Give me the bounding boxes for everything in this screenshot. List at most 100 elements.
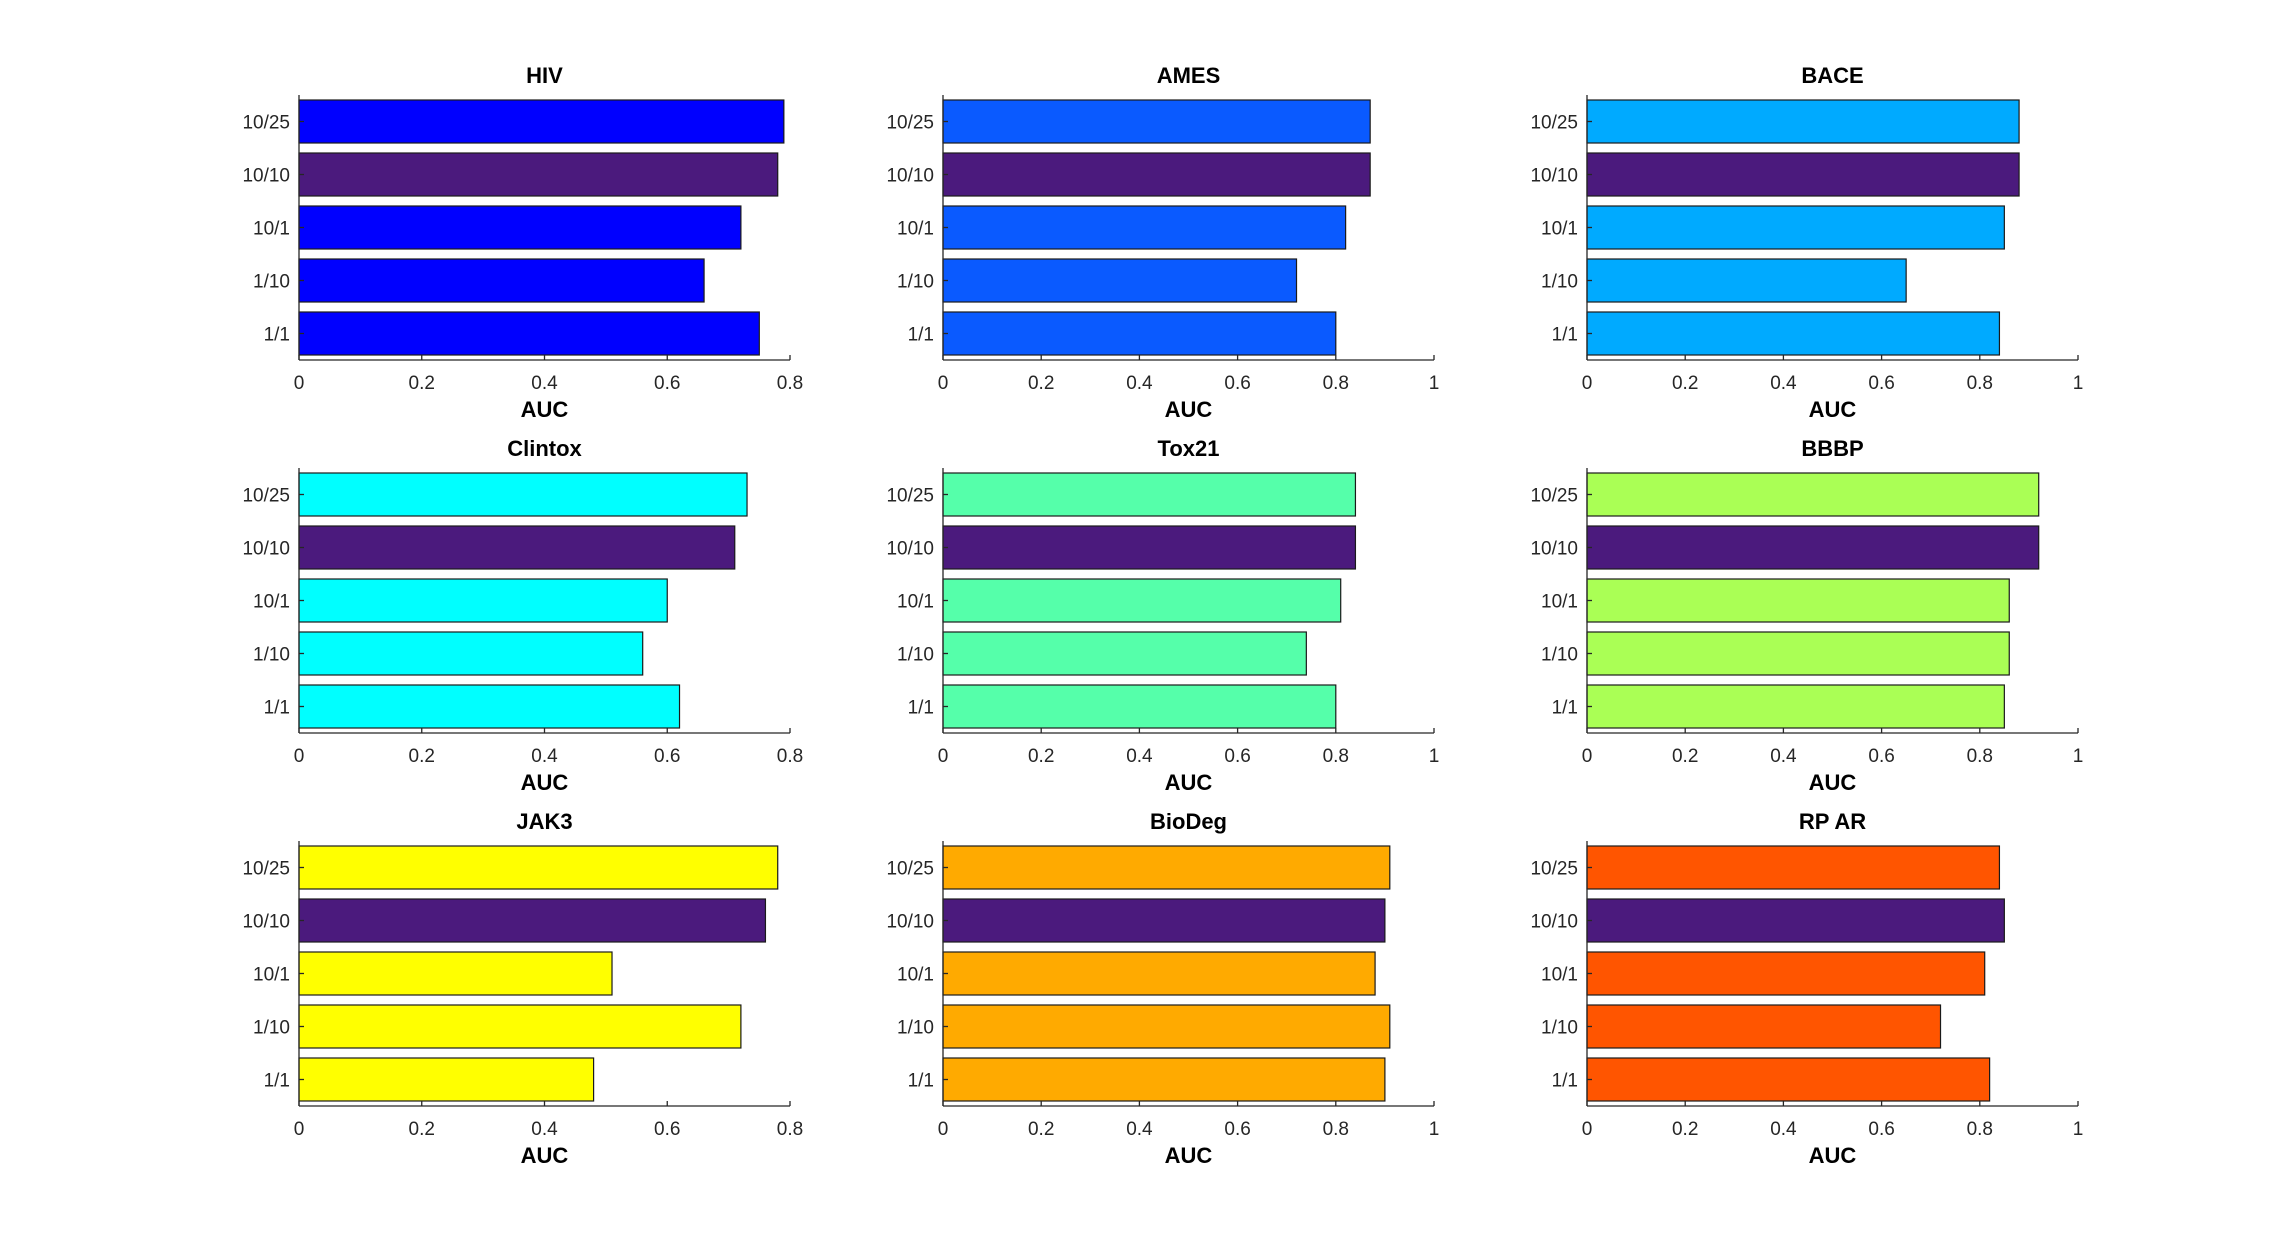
bar-1-10 bbox=[942, 258, 1298, 303]
bar-10-10 bbox=[942, 898, 1386, 943]
bar-1-1 bbox=[298, 684, 681, 729]
bar-10-10 bbox=[298, 525, 736, 570]
y-tick-label: 1/1 bbox=[264, 698, 290, 719]
x-tick-label: 1 bbox=[1429, 746, 1440, 767]
x-tick-label: 0.8 bbox=[1967, 1119, 1993, 1140]
y-tick-label: 10/10 bbox=[242, 166, 290, 187]
chart-title: AMES bbox=[1157, 63, 1221, 88]
chart-title: JAK3 bbox=[516, 809, 572, 834]
x-axis-label: AUC bbox=[521, 770, 569, 795]
x-axis-label: AUC bbox=[1165, 397, 1213, 422]
chart-title: Tox21 bbox=[1158, 436, 1220, 461]
bar-1-10 bbox=[298, 258, 705, 303]
y-tick-label: 10/10 bbox=[886, 912, 934, 933]
y-tick-label: 1/1 bbox=[1552, 698, 1578, 719]
y-tick-label: 1/10 bbox=[897, 272, 934, 293]
y-tick-label: 10/1 bbox=[1541, 965, 1578, 986]
y-tick-label: 1/10 bbox=[253, 1018, 290, 1039]
x-tick-label: 0.2 bbox=[1028, 746, 1054, 767]
bar-1-1 bbox=[942, 1057, 1386, 1102]
bar-10-10 bbox=[298, 152, 779, 197]
bar-10-25 bbox=[1586, 99, 2020, 144]
x-tick-label: 1 bbox=[1429, 373, 1440, 394]
x-tick-label: 0.8 bbox=[1967, 373, 1993, 394]
x-tick-label: 0.4 bbox=[531, 373, 558, 394]
x-tick-label: 0.8 bbox=[777, 373, 803, 394]
y-tick-label: 10/1 bbox=[897, 592, 934, 613]
y-tick-label: 10/10 bbox=[1530, 912, 1578, 933]
x-tick-label: 0.4 bbox=[1770, 746, 1797, 767]
y-tick-label: 1/1 bbox=[1552, 325, 1578, 346]
x-axis-label: AUC bbox=[521, 1143, 569, 1168]
y-tick-label: 10/1 bbox=[897, 219, 934, 240]
y-tick-label: 1/1 bbox=[264, 325, 290, 346]
y-tick-label: 10/25 bbox=[242, 859, 290, 880]
x-tick-label: 1 bbox=[2073, 746, 2084, 767]
bar-1-10 bbox=[1586, 258, 1907, 303]
chart-title: BBBP bbox=[1801, 436, 1863, 461]
y-tick-label: 1/1 bbox=[908, 325, 934, 346]
x-tick-label: 0.8 bbox=[1323, 373, 1349, 394]
bar-10-1 bbox=[942, 578, 1342, 623]
bar-10-25 bbox=[1586, 472, 2040, 517]
y-tick-label: 1/10 bbox=[897, 1018, 934, 1039]
x-tick-label: 0.2 bbox=[1672, 1119, 1698, 1140]
bar-10-10 bbox=[1586, 898, 2005, 943]
x-tick-label: 0.6 bbox=[1868, 746, 1894, 767]
bar-10-1 bbox=[298, 951, 613, 996]
x-axis-label: AUC bbox=[521, 397, 569, 422]
bar-1-10 bbox=[1586, 631, 2010, 676]
bar-10-1 bbox=[942, 205, 1347, 250]
bar-1-1 bbox=[1586, 1057, 1991, 1102]
y-tick-label: 10/25 bbox=[886, 859, 934, 880]
x-tick-label: 0.4 bbox=[1126, 746, 1153, 767]
y-tick-label: 1/10 bbox=[253, 645, 290, 666]
bar-10-10 bbox=[1586, 525, 2040, 570]
x-tick-label: 0 bbox=[1582, 373, 1593, 394]
x-tick-label: 0 bbox=[294, 746, 305, 767]
bar-10-1 bbox=[298, 578, 668, 623]
bar-10-10 bbox=[942, 152, 1371, 197]
y-tick-label: 10/25 bbox=[242, 113, 290, 134]
bar-10-1 bbox=[1586, 951, 1986, 996]
y-tick-label: 1/10 bbox=[1541, 272, 1578, 293]
y-tick-label: 10/10 bbox=[1530, 166, 1578, 187]
y-tick-label: 10/1 bbox=[253, 965, 290, 986]
bar-10-10 bbox=[1586, 152, 2020, 197]
bar-1-1 bbox=[942, 684, 1337, 729]
x-axis-label: AUC bbox=[1165, 770, 1213, 795]
bar-10-10 bbox=[298, 898, 767, 943]
y-tick-label: 10/1 bbox=[253, 592, 290, 613]
x-tick-label: 0.6 bbox=[1868, 1119, 1894, 1140]
x-tick-label: 0 bbox=[1582, 746, 1593, 767]
y-tick-label: 10/10 bbox=[886, 539, 934, 560]
x-tick-label: 0.8 bbox=[777, 746, 803, 767]
y-tick-label: 10/10 bbox=[242, 912, 290, 933]
bar-10-1 bbox=[1586, 578, 2010, 623]
x-tick-label: 0.2 bbox=[1028, 373, 1054, 394]
x-tick-label: 0.4 bbox=[1126, 1119, 1153, 1140]
y-tick-label: 1/10 bbox=[253, 272, 290, 293]
x-tick-label: 0.4 bbox=[1126, 373, 1153, 394]
bar-10-25 bbox=[298, 845, 779, 890]
y-tick-label: 10/10 bbox=[886, 166, 934, 187]
x-tick-label: 0.6 bbox=[654, 1119, 680, 1140]
x-tick-label: 0.6 bbox=[1224, 373, 1250, 394]
x-axis-label: AUC bbox=[1165, 1143, 1213, 1168]
x-axis-label: AUC bbox=[1809, 397, 1857, 422]
bar-10-1 bbox=[298, 205, 742, 250]
x-tick-label: 0 bbox=[938, 1119, 949, 1140]
y-tick-label: 1/10 bbox=[1541, 645, 1578, 666]
y-tick-label: 10/1 bbox=[253, 219, 290, 240]
bar-10-1 bbox=[1586, 205, 2005, 250]
chart-title: BACE bbox=[1801, 63, 1863, 88]
bar-1-1 bbox=[1586, 684, 2005, 729]
x-tick-label: 0.4 bbox=[531, 1119, 558, 1140]
